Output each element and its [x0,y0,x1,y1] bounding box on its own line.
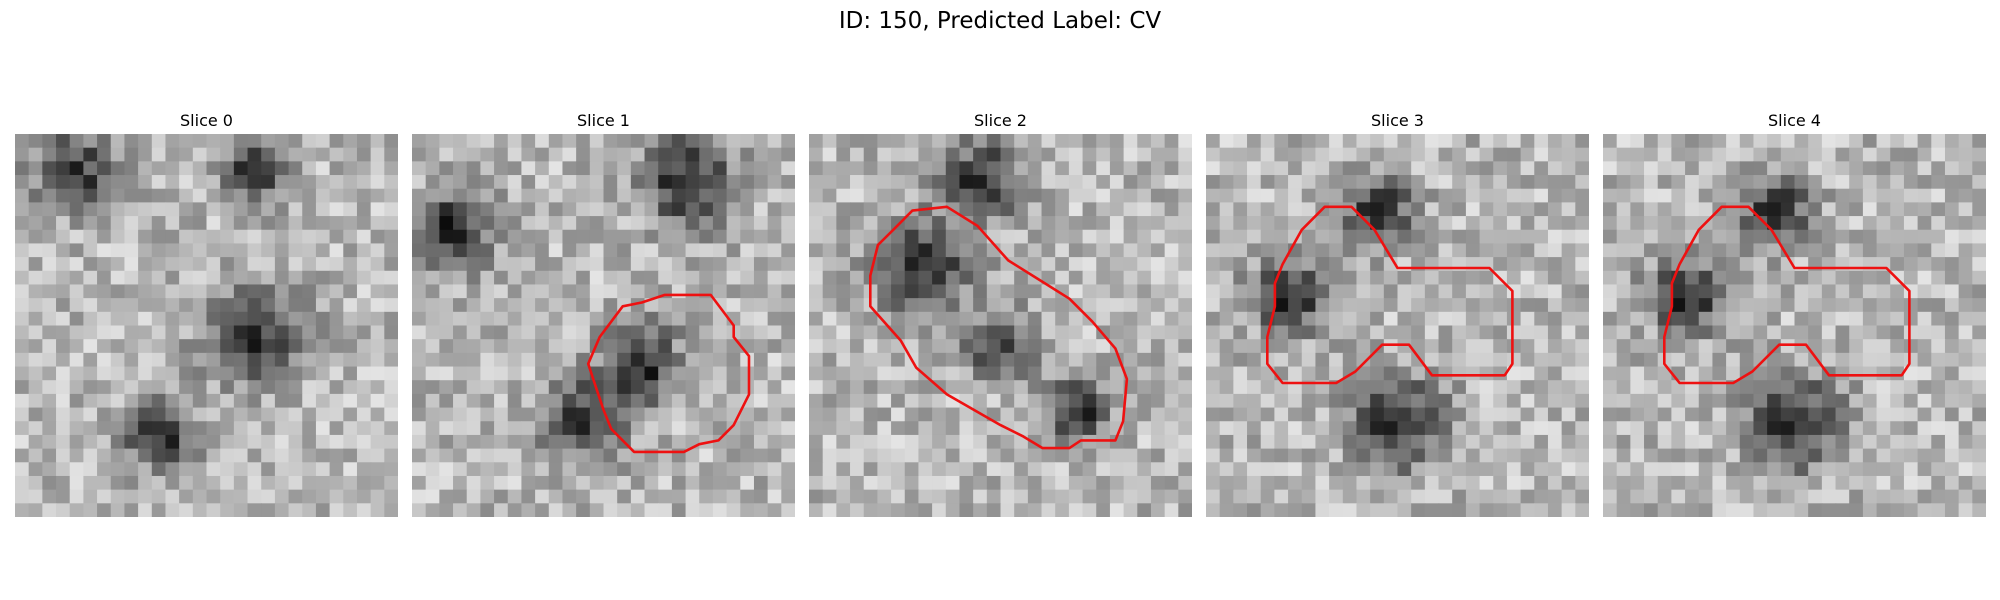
slice-panel-0: Slice 0 [15,108,398,517]
figure-title: ID: 150, Predicted Label: CV [838,8,1162,34]
slice-panel-2: Slice 2 [809,108,1192,517]
segmentation-contour [1662,205,1911,385]
slice-title: Slice 0 [180,111,233,130]
slice-panel-3: Slice 3 [1206,108,1589,517]
slice-panel-4: Slice 4 [1603,108,1986,517]
slice-image [412,134,795,517]
slice-title: Slice 3 [1371,111,1424,130]
slice-image [1603,134,1986,517]
slice-image [1206,134,1589,517]
segmentation-contour [868,205,1129,450]
slice-panel-1: Slice 1 [412,108,795,517]
slice-image [15,134,398,517]
slice-title: Slice 4 [1768,111,1821,130]
slice-title: Slice 2 [974,111,1027,130]
segmentation-contour [586,293,751,454]
slice-image [809,134,1192,517]
segmentation-contour [1265,205,1514,385]
slice-title: Slice 1 [577,111,630,130]
